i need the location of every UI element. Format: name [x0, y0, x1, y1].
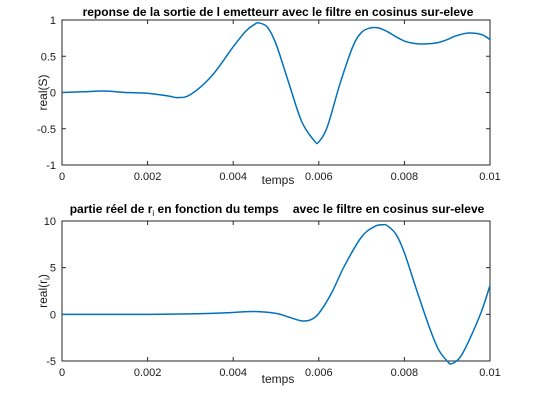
chart-1-ytick-label: 1 [50, 15, 56, 27]
chart-1: reponse de la sortie de l emetteurr avec… [36, 5, 501, 187]
chart-1-ytick-label: -0.5 [37, 124, 56, 136]
chart-2: partie réel de ri en fonction du temps av… [36, 202, 501, 386]
chart-1-series-line [61, 21, 491, 145]
chart-2-ytick-label: 0 [50, 309, 56, 321]
chart-2-xtick-label: 0 [59, 367, 65, 379]
chart-1-ytick-label: -1 [46, 160, 56, 172]
chart-1-ytick-label: 0.5 [41, 51, 56, 63]
chart-2-xtick-label: 0.006 [305, 367, 333, 379]
chart-1-xtick-label: 0.008 [391, 171, 419, 183]
chart-1-ylabel: real(S) [36, 74, 50, 110]
chart-2-xtick-label: 0.002 [134, 367, 162, 379]
chart-2-ylabel: real(ri) [36, 274, 52, 308]
chart-2-title: partie réel de ri en fonction du temps av… [70, 202, 485, 218]
chart-1-xtick-label: 0.01 [479, 171, 500, 183]
chart-2-xtick-label: 0.01 [479, 367, 500, 379]
chart-1-xtick-label: 0.006 [305, 171, 333, 183]
chart-2-ytick-label: 10 [44, 216, 56, 228]
chart-1-title: reponse de la sortie de l emetteurr avec… [83, 5, 474, 19]
chart-1-xtick-label: 0.004 [219, 171, 247, 183]
chart-2-ytick-label: 5 [50, 263, 56, 275]
chart-1-ticks: 0 0.002 0.004 0.006 0.008 0.01 -1 -0.5 0 0.5 1 [37, 15, 501, 183]
chart-2-xtick-label: 0.004 [219, 367, 247, 379]
chart-2-series-line [62, 223, 491, 365]
chart-2-ytick-label: -5 [46, 356, 56, 368]
chart-2-axes-box [61, 220, 491, 362]
chart-1-xlabel: temps [262, 173, 295, 187]
chart-1-xtick-label: 0.002 [134, 171, 162, 183]
chart-1-xtick-label: 0 [59, 171, 65, 183]
chart-2-xtick-label: 0.008 [391, 367, 419, 379]
chart-1-ytick-label: 0 [50, 88, 56, 100]
chart-2-xlabel: temps [262, 372, 295, 386]
